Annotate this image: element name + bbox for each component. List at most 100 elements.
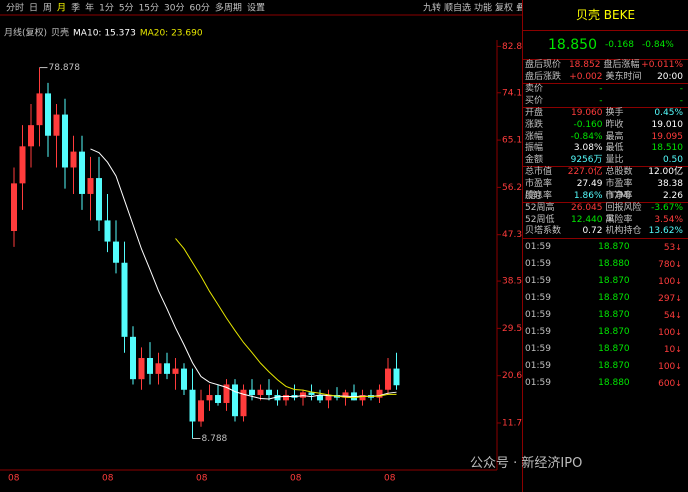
toolbar-tab[interactable]: 多周期 [215, 2, 242, 14]
value: -0.160 [573, 119, 603, 130]
quote-row: 市盈率(静) 27.49 市盈率(TTM) 38.38 [523, 178, 688, 201]
candle-body [96, 178, 102, 221]
value: 2.26 [662, 190, 683, 201]
candle-body [325, 395, 332, 401]
toolbar-tab[interactable]: 30分 [164, 3, 184, 14]
change: -0.168 [605, 40, 635, 50]
label: 市盈率(静) [525, 178, 553, 201]
tick-row: 01:59 18.880 780 [523, 256, 688, 273]
label: 卖价 [525, 84, 544, 95]
label: 回报风险率 [605, 203, 642, 225]
candle-body [36, 93, 43, 126]
toolbar-tab[interactable]: 15分 [139, 3, 159, 14]
value: 20:00 [657, 71, 683, 82]
tick-row: 01:59 18.870 100 [523, 358, 688, 375]
candle-body [19, 146, 26, 184]
candle-body [317, 395, 323, 401]
price-row: 18.850 -0.168 -0.84% [523, 31, 688, 60]
tick-row: 01:59 18.870 53 [523, 239, 688, 256]
x-tick-label: 08 [196, 474, 208, 484]
toolbar-tab[interactable]: 季 [71, 2, 80, 14]
candle-body [249, 389, 255, 396]
tick-row: 01:59 18.870 297 [523, 290, 688, 307]
toolbar-tab[interactable]: 60分 [189, 3, 209, 14]
candle-body [172, 368, 179, 374]
toolbar-tab[interactable]: 分时 [6, 2, 24, 14]
x-tick-label: 08 [102, 474, 114, 484]
toolbar-button[interactable]: 九转 [423, 2, 441, 14]
quote-row: 股息率 1.86% 市净率 2.26 [523, 191, 688, 204]
tick-price: 18.870 [598, 275, 630, 286]
toolbar-tab[interactable]: 日 [29, 3, 38, 14]
y-tick-label: 11.721 [502, 418, 522, 428]
toolbar-button[interactable]: 功能 [474, 2, 492, 14]
value: 227.0亿 [567, 167, 603, 178]
value: +0.002 [569, 71, 603, 82]
tick-row: 01:59 18.870 100 [523, 273, 688, 290]
quote-row: 52周高 26.045 回报风险率 -3.67% [523, 203, 688, 225]
y-tick-label: 20.659 [502, 371, 522, 381]
label: 涨幅 [525, 131, 544, 142]
label: 昨收 [605, 119, 624, 130]
label: 最高 [605, 131, 624, 142]
tick-time: 01:59 [525, 377, 551, 388]
quote-panel: 贝壳 BEKE 18.850 -0.168 -0.84% 盘后现价 18.852 盘… [522, 0, 688, 492]
toolbar-tab[interactable]: 月 [57, 3, 66, 14]
tick-time: 01:59 [525, 275, 551, 286]
tick-row: 01:59 18.870 100 [523, 324, 688, 341]
value: -0.84% [570, 131, 603, 142]
toolbar-tab[interactable]: 设置 [247, 3, 265, 14]
label: 市净率 [605, 190, 633, 201]
label [606, 84, 645, 96]
toolbar-button[interactable]: 顺自选 [444, 2, 471, 14]
legend-period: 月线(复权) [4, 27, 47, 39]
y-tick-label: 38.536 [502, 277, 522, 287]
tick-time: 01:59 [525, 326, 551, 337]
tick-price: 18.880 [598, 258, 630, 269]
ma10-line [90, 148, 397, 400]
tick-price: 18.870 [598, 292, 630, 303]
label: 振幅 [525, 143, 544, 154]
y-tick-label: 82.883 [502, 42, 522, 52]
candle-body [342, 392, 349, 398]
price: 18.850 [548, 37, 597, 53]
value: 19.010 [651, 119, 684, 130]
label: 贝塔系数 [525, 226, 562, 237]
label: 最低 [605, 143, 624, 154]
candle-body [104, 220, 111, 242]
x-tick-label: 08 [8, 474, 20, 484]
y-tick-label: 56.24 [502, 183, 522, 193]
candle-body [257, 389, 264, 396]
value: - [599, 84, 603, 95]
value: 13.62% [648, 226, 683, 237]
quote-row: 盘后现价 18.852 盘后涨幅 +0.011% [523, 60, 688, 72]
value: 27.49 [576, 178, 603, 189]
tick-volume: 297 [630, 290, 686, 307]
value: 3.08% [573, 143, 603, 154]
stock-title: 贝壳 BEKE [523, 0, 688, 31]
tick-row: 01:59 18.870 54 [523, 307, 688, 324]
label: 换手 [605, 108, 624, 119]
toolbar-button[interactable]: 叠加 [516, 3, 522, 14]
tick-price: 18.870 [598, 241, 630, 252]
toolbar-tab[interactable]: 1分 [99, 3, 114, 14]
value: 19.060 [571, 108, 603, 119]
tick-price: 18.870 [598, 360, 630, 371]
toolbar-tab[interactable]: 周 [43, 3, 52, 14]
label: 开盘 [525, 108, 544, 119]
toolbar-tab[interactable]: 5分 [119, 3, 134, 14]
toolbar-tab[interactable]: 年 [85, 2, 94, 14]
label: 涨跌 [525, 119, 544, 130]
legend-name: 贝壳 [51, 27, 69, 39]
value: 0.45% [654, 108, 683, 119]
candle-body [87, 178, 94, 194]
tick-volume: 100 [630, 324, 686, 341]
low-label: 8.788 [202, 434, 228, 444]
toolbar-button[interactable]: 复权 [495, 2, 513, 14]
legend-ma20: MA20: 23.690 [140, 29, 203, 39]
y-tick-label: 74.117 [502, 88, 522, 98]
value: 18.852 [568, 60, 601, 70]
watermark: 公众号 · 新经济IPO [470, 456, 583, 471]
